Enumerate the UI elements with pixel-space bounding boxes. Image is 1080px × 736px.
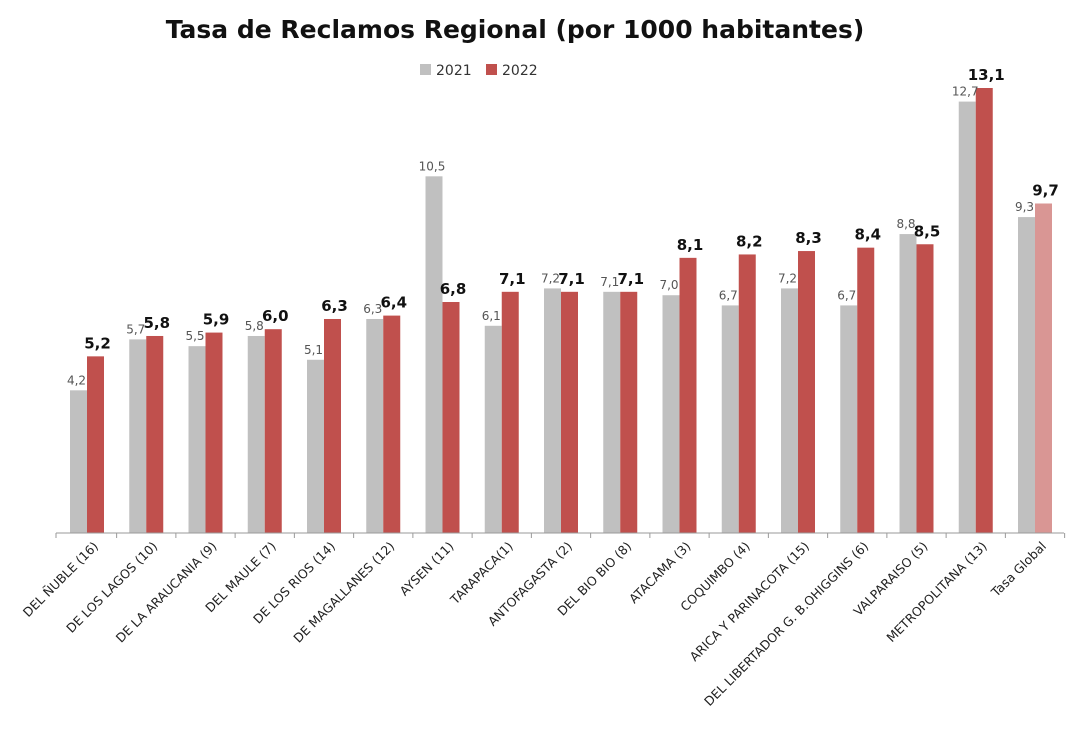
bar-2022 — [561, 291, 578, 533]
bar-2022 — [738, 254, 756, 533]
legend-label-2021: 2021 — [436, 63, 472, 79]
value-label-2021: 12,7 — [952, 85, 979, 99]
value-label-2021: 6,1 — [482, 309, 501, 323]
value-label-2022: 8,2 — [736, 232, 763, 250]
value-label-2022: 6,4 — [380, 294, 407, 312]
x-tick-label: METROPOLITANA (13) — [883, 539, 990, 646]
bar-2021 — [544, 288, 561, 533]
value-label-2022: 8,1 — [677, 236, 704, 254]
value-label-2021: 7,2 — [541, 271, 560, 285]
value-label-2021: 8,8 — [896, 217, 915, 231]
chart-title: Tasa de Reclamos Regional (por 1000 habi… — [166, 15, 865, 44]
bar-2022 — [205, 332, 223, 533]
value-label-2021: 7,1 — [600, 275, 619, 289]
value-label-2021: 5,7 — [126, 322, 145, 336]
bar-2022 — [442, 302, 460, 533]
bar-2022 — [916, 244, 934, 534]
bar-2022 — [324, 318, 341, 533]
value-label-2021: 5,8 — [245, 319, 264, 333]
bar-2021 — [721, 305, 739, 533]
bar-2021 — [425, 176, 443, 533]
bar-2022 — [857, 247, 875, 533]
bar-2021 — [603, 291, 621, 533]
value-label-2021: 6,7 — [837, 288, 856, 302]
legend-swatch-2021 — [420, 64, 431, 75]
value-label-2021: 7,0 — [659, 278, 678, 292]
value-label-2021: 6,3 — [363, 302, 382, 316]
value-label-2022: 5,9 — [203, 311, 230, 329]
bars-group — [70, 88, 1052, 534]
value-label-2022: 8,3 — [795, 229, 822, 247]
chart-legend: 2021 2022 — [420, 63, 538, 79]
value-label-2021: 5,1 — [304, 343, 323, 357]
bar-2021 — [484, 325, 502, 533]
value-labels-group: 4,25,25,75,85,55,9 5,86,05,16,3 6,36,410,5… — [67, 66, 1059, 387]
bar-2021 — [70, 390, 87, 533]
bar-2022 — [87, 356, 104, 533]
x-tick-label: DE MAGALLANES (12) — [290, 539, 397, 646]
value-label-2021: 6,7 — [719, 288, 738, 302]
value-label-2022: 6,3 — [321, 297, 348, 315]
value-label-2022: 5,8 — [143, 314, 170, 332]
x-tick-label: Tasa Global — [987, 539, 1049, 601]
bar-2022 — [383, 315, 401, 533]
value-label-2021: 9,3 — [1015, 200, 1034, 214]
bar-2022 — [1035, 203, 1052, 533]
value-label-2021: 5,5 — [185, 329, 204, 343]
value-label-2021: 4,2 — [67, 373, 86, 387]
bar-2021 — [129, 339, 147, 533]
bar-2022 — [501, 291, 519, 533]
value-label-2022: 13,1 — [968, 66, 1005, 84]
bar-2021 — [662, 295, 680, 533]
bar-2022 — [975, 88, 993, 533]
bar-2022 — [620, 291, 638, 533]
value-label-2022: 8,4 — [854, 226, 881, 244]
x-tick-label: DE LA ARAUCANIA (9) — [113, 539, 220, 646]
bar-2021 — [307, 359, 324, 533]
bar-2021 — [840, 305, 858, 533]
bar-2021 — [366, 318, 384, 533]
bar-2021 — [781, 288, 798, 533]
x-tick-label: AYSEN (11) — [396, 539, 456, 599]
value-label-2022: 7,1 — [617, 270, 644, 288]
legend-swatch-2022 — [486, 64, 497, 75]
value-label-2022: 7,1 — [499, 270, 526, 288]
value-label-2022: 8,5 — [914, 222, 941, 240]
bar-2021 — [899, 234, 917, 533]
x-tick-labels: DEL ÑUBLE (16)DE LOS LAGOS (10)DE LA ARA… — [20, 533, 1066, 709]
bar-2022 — [146, 335, 164, 533]
bar-2021 — [1018, 217, 1035, 533]
value-label-2022: 6,8 — [440, 280, 467, 298]
value-label-2022: 5,2 — [84, 334, 111, 352]
bar-2022 — [264, 329, 282, 533]
bar-2021 — [958, 101, 976, 534]
x-tick-label: ARICA Y PARINACOTA (15) — [687, 539, 813, 665]
value-label-2022: 9,7 — [1032, 181, 1059, 199]
value-label-2021: 10,5 — [419, 159, 446, 173]
value-label-2021: 7,2 — [778, 271, 797, 285]
value-label-2022: 6,0 — [262, 307, 289, 325]
bar-2021 — [188, 346, 206, 533]
bar-2021 — [247, 335, 265, 533]
value-label-2022: 7,1 — [558, 270, 585, 288]
bar-2022 — [679, 257, 697, 533]
bar-2022 — [798, 251, 815, 533]
legend-label-2022: 2022 — [502, 63, 538, 79]
